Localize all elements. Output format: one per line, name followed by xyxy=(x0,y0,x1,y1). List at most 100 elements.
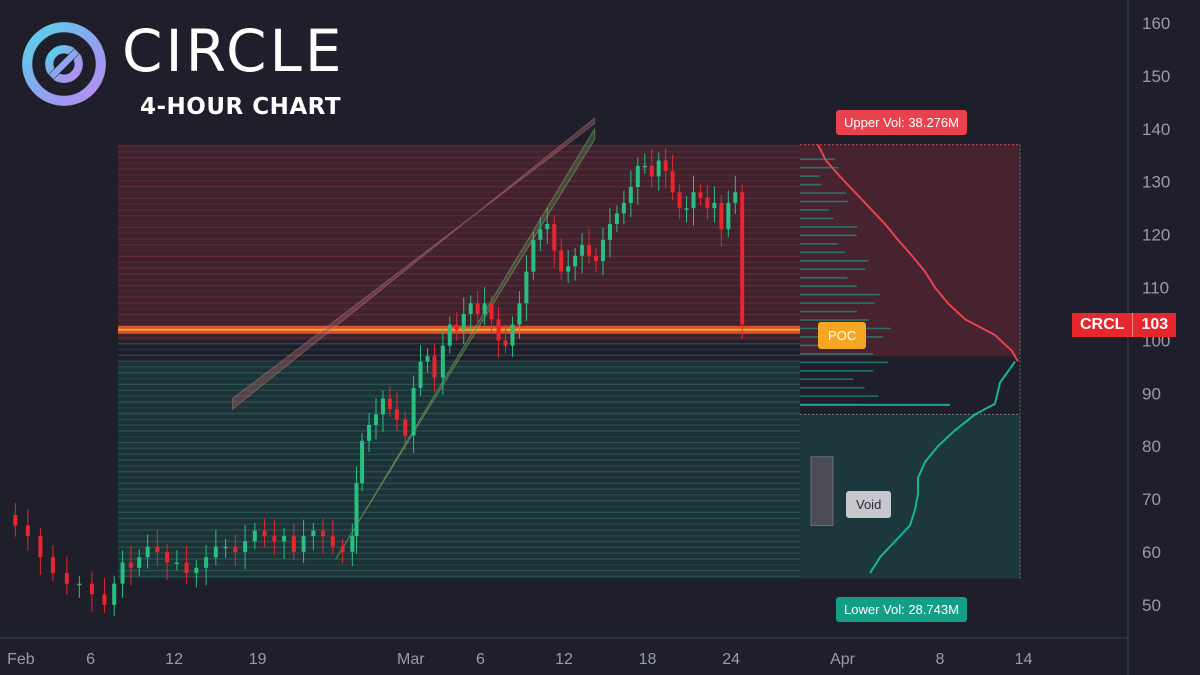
candle-body xyxy=(374,414,378,426)
candle-body xyxy=(475,303,480,314)
candle-body xyxy=(552,224,557,251)
profile-bar xyxy=(800,175,820,177)
profile-bar xyxy=(800,353,874,355)
upper-profile-zone xyxy=(800,144,1020,357)
volume-band xyxy=(118,546,800,549)
candle-body xyxy=(165,551,170,563)
volume-band xyxy=(118,418,800,421)
profile-bar xyxy=(800,276,848,279)
x-tick-label: 6 xyxy=(86,651,95,668)
candle-body xyxy=(468,303,473,314)
volume-band xyxy=(118,465,800,467)
candle-body xyxy=(628,186,633,203)
candle-body xyxy=(321,530,326,537)
ticker-price: 103 xyxy=(1133,313,1177,337)
profile-bar xyxy=(800,243,839,245)
y-tick-label: 80 xyxy=(1142,437,1161,456)
candle-body xyxy=(594,255,599,262)
volume-band xyxy=(118,407,800,409)
volume-band xyxy=(118,284,800,287)
candle-body xyxy=(440,345,445,378)
volume-band xyxy=(118,354,800,357)
volume-band xyxy=(118,558,800,560)
profile-bar xyxy=(800,310,857,313)
candle-body xyxy=(510,324,515,346)
profile-bar xyxy=(800,192,847,194)
candle-body xyxy=(496,319,501,341)
candle-body xyxy=(194,567,199,574)
x-tick-label: 14 xyxy=(1015,651,1033,668)
profile-bar xyxy=(800,378,854,381)
volume-zones xyxy=(118,144,1021,579)
candle-body xyxy=(330,536,335,547)
candle-body xyxy=(252,530,257,542)
candle-body xyxy=(489,303,494,320)
candle-body xyxy=(204,557,209,568)
candle-body xyxy=(272,536,277,542)
candle-body xyxy=(340,546,345,552)
volume-band xyxy=(118,337,800,339)
profile-bar xyxy=(800,158,835,161)
profile-bar xyxy=(800,285,857,287)
candle-body xyxy=(677,192,682,209)
candle-body xyxy=(394,409,399,420)
candle-body xyxy=(112,583,117,605)
profile-bar xyxy=(800,293,880,296)
candle-body xyxy=(387,398,392,410)
x-axis-ticks: Feb 6 12 19 Mar 6 12 18 24 Apr 8 14 xyxy=(7,651,1032,668)
candle-body xyxy=(656,160,661,177)
chart-subtitle: 4-HOUR CHART xyxy=(140,94,342,120)
volume-band xyxy=(118,436,800,438)
void-label: Void xyxy=(846,491,892,518)
volume-band xyxy=(118,372,800,374)
candle-body xyxy=(607,224,612,240)
candle-body xyxy=(663,160,668,172)
volume-band xyxy=(118,296,800,298)
profile-bar xyxy=(800,386,865,389)
circle-logo-icon xyxy=(22,22,106,106)
candle-body xyxy=(517,303,522,325)
volume-band xyxy=(118,191,800,194)
volume-band xyxy=(118,209,800,211)
volume-band xyxy=(118,232,800,234)
candle-body xyxy=(587,245,592,256)
profile-bar xyxy=(800,200,848,203)
candle-body xyxy=(184,562,189,574)
x-tick-label: 12 xyxy=(555,651,573,668)
x-tick-label: Mar xyxy=(397,651,425,668)
candle-body xyxy=(64,573,69,584)
profile-bar xyxy=(800,183,822,186)
volume-band xyxy=(118,471,800,473)
candle-body xyxy=(89,583,94,595)
volume-band xyxy=(118,552,800,554)
volume-band xyxy=(118,203,800,205)
upper-vol-label: Upper Vol: 38.276M xyxy=(836,110,967,135)
candle-body xyxy=(282,536,287,542)
candle-body xyxy=(174,562,179,565)
candle-body xyxy=(649,165,654,177)
volume-band xyxy=(118,476,800,479)
candle-body xyxy=(25,525,30,537)
candle-body xyxy=(559,250,564,272)
candle-body xyxy=(418,361,423,388)
volume-band xyxy=(118,215,800,217)
candlestick-series xyxy=(13,148,745,616)
volume-band xyxy=(118,151,800,153)
volume-band xyxy=(118,389,800,391)
volume-band xyxy=(118,564,800,566)
x-tick-label: 12 xyxy=(165,651,183,668)
candle-body xyxy=(291,536,296,552)
lower-profile-zone xyxy=(800,414,1020,579)
profile-bar xyxy=(800,166,839,169)
candle-body xyxy=(145,546,150,558)
volume-band xyxy=(118,569,800,572)
candle-body xyxy=(691,192,696,209)
poc-line-core xyxy=(118,328,800,331)
volume-band xyxy=(118,249,800,252)
volume-band xyxy=(118,290,800,293)
candle-body xyxy=(545,224,550,230)
candle-body xyxy=(642,165,647,168)
candle-body xyxy=(614,213,619,225)
volume-band xyxy=(118,145,800,147)
